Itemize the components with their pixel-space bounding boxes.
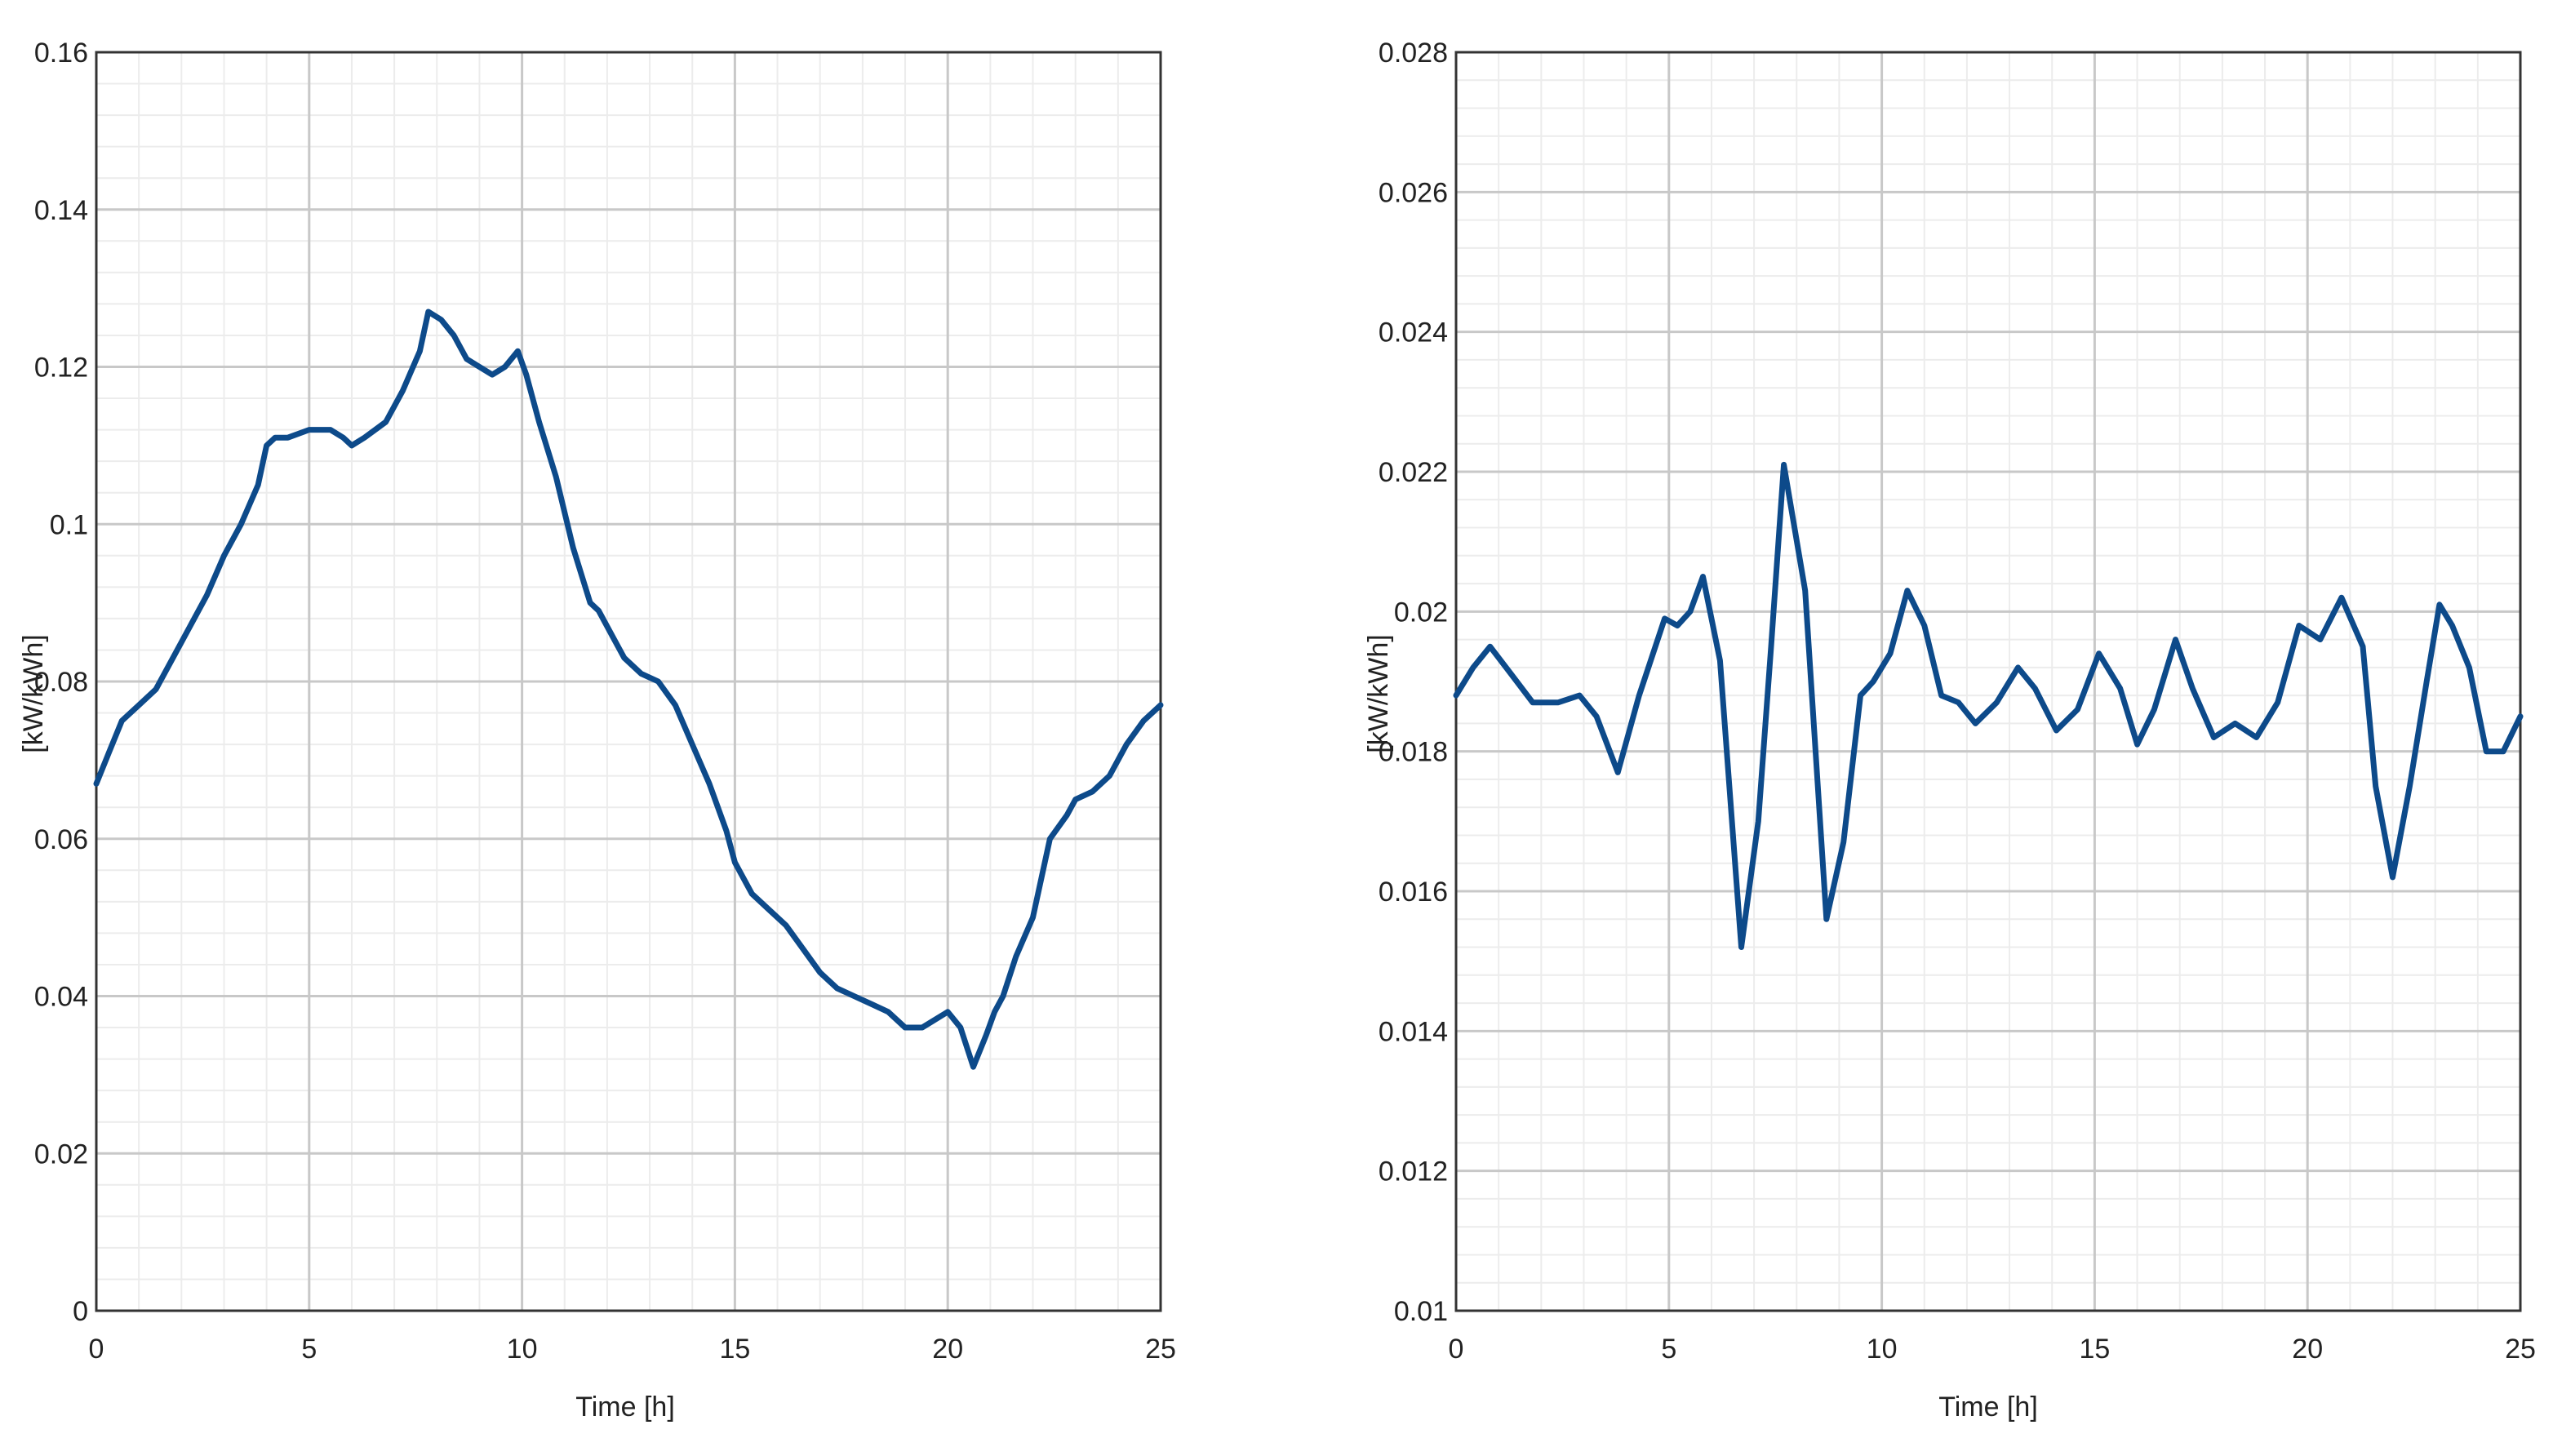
left-chart-panel: 0 5 10 15 20 25 0 0.02 0.04 0.06 0.08 0.1 0.12 0.14 0.… (18, 38, 1176, 1423)
left-y-tick-label: 0.04 (34, 982, 88, 1013)
left-x-tick-label: 5 (301, 1334, 317, 1365)
left-x-tick-label: 25 (1145, 1334, 1176, 1365)
left-y-tick-label: 0.06 (34, 824, 88, 855)
right-x-tick-label: 25 (2505, 1334, 2536, 1365)
right-x-tick-label: 0 (1449, 1334, 1464, 1365)
right-major-grid (1454, 51, 2522, 1312)
left-plot-frame (95, 51, 1162, 1312)
left-y-axis-label: [kW/kWh] (18, 634, 49, 752)
right-line-series (1453, 461, 2524, 950)
right-series-line (1453, 461, 2524, 950)
right-y-tick-label: 0.014 (1379, 1016, 1448, 1047)
left-y-tick-label: 0.08 (34, 667, 88, 698)
right-x-tick-label: 20 (2292, 1334, 2323, 1365)
right-minor-grid (1456, 52, 2520, 1311)
right-x-tick-label: 10 (1867, 1334, 1898, 1365)
right-chart-panel: 0 5 10 15 20 25 0.01 0.012 0.014 0.016 0.018 0.02 0.… (1363, 38, 2536, 1423)
left-x-tick-label: 0 (89, 1334, 104, 1365)
right-y-tick-label: 0.028 (1379, 38, 1448, 69)
left-y-tick-label: 0.14 (34, 195, 88, 226)
right-tick-labels: 0 5 10 15 20 25 0.01 0.012 0.014 0.016 0.018 0.02 0.… (1379, 38, 2536, 1365)
right-y-tick-label: 0.016 (1379, 877, 1448, 908)
right-y-tick-label: 0.012 (1379, 1156, 1448, 1187)
right-y-axis-label: [kW/kWh] (1363, 634, 1394, 752)
right-y-tick-label: 0.022 (1379, 457, 1448, 488)
right-y-tick-label: 0.01 (1394, 1296, 1448, 1327)
left-y-tick-label: 0.12 (34, 353, 88, 384)
left-x-axis-label: Time [h] (575, 1392, 675, 1423)
left-x-tick-label: 20 (932, 1334, 963, 1365)
right-y-tick-label: 0.02 (1394, 597, 1448, 628)
right-y-tick-label: 0.024 (1379, 317, 1448, 348)
left-major-grid (95, 51, 1162, 1312)
right-y-tick-label: 0.018 (1379, 737, 1448, 768)
right-x-tick-label: 15 (2079, 1334, 2110, 1365)
left-y-tick-label: 0.02 (34, 1139, 88, 1170)
left-y-tick-label: 0 (73, 1296, 88, 1327)
left-series-line (93, 309, 1164, 1070)
right-y-tick-label: 0.026 (1379, 177, 1448, 208)
left-y-tick-label: 0.16 (34, 38, 88, 69)
left-line-series (93, 309, 1164, 1070)
left-tick-labels: 0 5 10 15 20 25 0 0.02 0.04 0.06 0.08 0.1 0.12 0.14 0.… (34, 38, 1176, 1365)
left-x-tick-label: 10 (507, 1334, 538, 1365)
left-y-tick-label: 0.1 (50, 509, 88, 540)
right-plot-frame (1454, 51, 2522, 1312)
right-x-tick-label: 5 (1661, 1334, 1676, 1365)
right-x-axis-label: Time [h] (1938, 1392, 2038, 1423)
left-x-tick-label: 15 (719, 1334, 750, 1365)
